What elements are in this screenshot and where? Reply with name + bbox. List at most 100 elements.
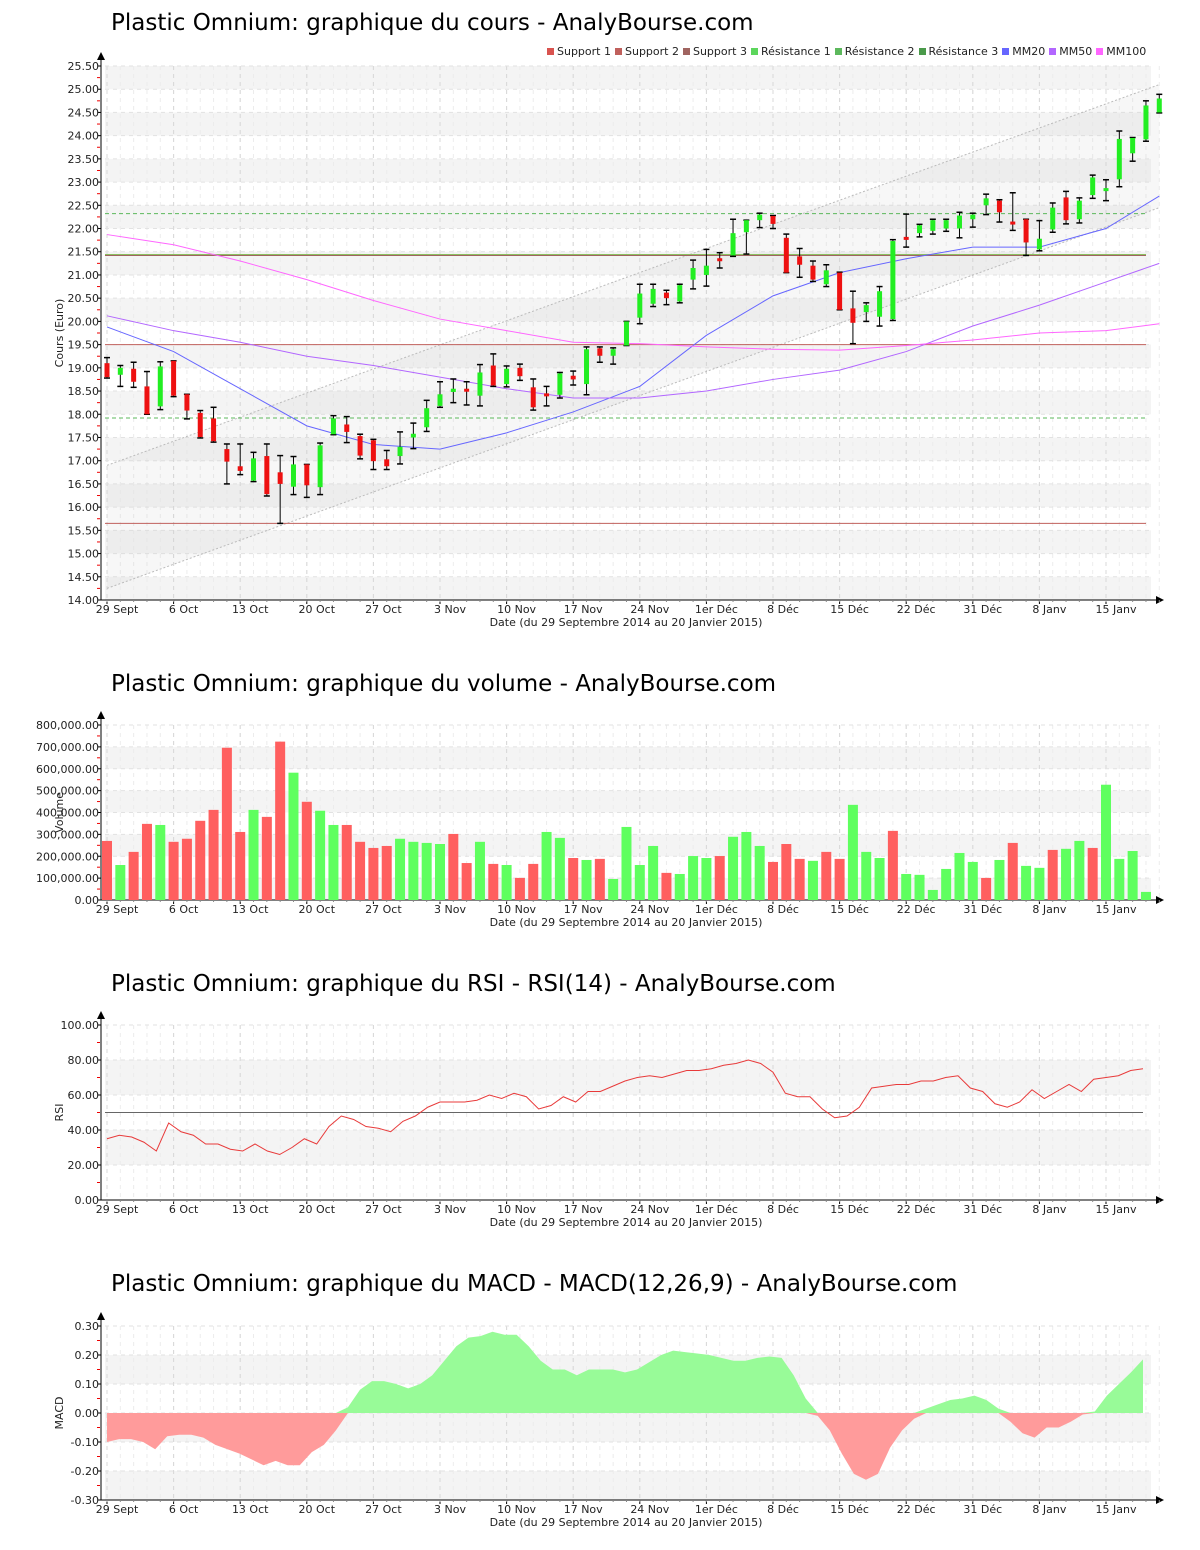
x-tick-label: 27 Oct bbox=[365, 903, 402, 916]
y-axis-title: RSI bbox=[53, 1104, 66, 1122]
legend-item: MM50 bbox=[1049, 45, 1092, 58]
x-tick-label: 8 Déc bbox=[767, 1503, 799, 1516]
volume-bar bbox=[461, 863, 472, 900]
y-tick-label: 24.50 bbox=[68, 106, 100, 119]
x-axis-title: Date (du 29 Septembre 2014 au 20 Janvier… bbox=[490, 1216, 763, 1229]
candle bbox=[143, 370, 150, 416]
candle bbox=[703, 248, 710, 287]
candle bbox=[916, 223, 923, 238]
x-tick-label: 22 Déc bbox=[897, 903, 936, 916]
x-tick-label: 29 Sept bbox=[96, 903, 139, 916]
x-tick-label: 6 Oct bbox=[169, 903, 199, 916]
legend-item: Résistance 3 bbox=[918, 45, 999, 58]
candle bbox=[516, 363, 523, 382]
candle bbox=[423, 399, 430, 433]
volume-bar bbox=[874, 858, 885, 900]
candle bbox=[303, 463, 310, 499]
x-tick-label: 3 Nov bbox=[434, 903, 466, 916]
volume-bar bbox=[754, 845, 765, 900]
x-tick-label: 27 Oct bbox=[365, 603, 402, 616]
y-tick-label: 800,000.00 bbox=[36, 719, 99, 732]
candle bbox=[117, 364, 124, 388]
volume-bar bbox=[714, 856, 725, 900]
volume-bar bbox=[288, 772, 299, 900]
volume-bar bbox=[1034, 867, 1045, 900]
legend-label: MM50 bbox=[1059, 45, 1093, 58]
candle bbox=[157, 361, 164, 411]
volume-bar bbox=[941, 868, 952, 900]
volume-bar bbox=[261, 816, 272, 900]
candle bbox=[397, 431, 404, 465]
volume-bar bbox=[594, 858, 605, 900]
legend-swatch-icon bbox=[918, 48, 926, 55]
volume-bar bbox=[395, 838, 406, 900]
legend-swatch-icon bbox=[834, 48, 842, 55]
candle bbox=[836, 271, 843, 311]
legend-swatch-icon bbox=[682, 48, 690, 55]
candle bbox=[690, 259, 697, 290]
y-tick-label: 0.00 bbox=[75, 1194, 100, 1207]
candle bbox=[943, 218, 950, 233]
volume-bar bbox=[1101, 784, 1111, 900]
volume-bar bbox=[248, 809, 259, 900]
volume-bar bbox=[315, 810, 326, 900]
candle bbox=[1063, 190, 1070, 225]
x-tick-label: 31 Déc bbox=[963, 1203, 1002, 1216]
volume-bar bbox=[195, 820, 206, 900]
y-tick-label: 100,000.00 bbox=[36, 872, 99, 885]
volume-bar bbox=[834, 858, 845, 900]
volume-bar bbox=[221, 747, 232, 900]
volume-bar bbox=[102, 840, 112, 900]
legend-swatch-icon bbox=[547, 48, 554, 55]
volume-bar bbox=[448, 833, 459, 900]
x-tick-label: 29 Sept bbox=[96, 1203, 139, 1216]
legend-label: Résistance 2 bbox=[844, 45, 915, 58]
candle bbox=[370, 438, 377, 471]
y-tick-label: 19.50 bbox=[68, 339, 100, 352]
x-tick-label: 20 Oct bbox=[299, 1203, 336, 1216]
y-tick-label: 0.00 bbox=[75, 894, 100, 907]
y-tick-label: 500,000.00 bbox=[36, 785, 99, 798]
x-tick-label: 24 Nov bbox=[630, 1203, 669, 1216]
y-tick-label: 18.00 bbox=[68, 408, 100, 421]
x-tick-label: 3 Nov bbox=[434, 1203, 466, 1216]
y-tick-label: 19.00 bbox=[68, 362, 100, 375]
y-tick-label: 80.00 bbox=[68, 1054, 100, 1067]
y-tick-label: 600,000.00 bbox=[36, 763, 99, 776]
y-tick-label: 17.50 bbox=[68, 431, 100, 444]
candle bbox=[1156, 93, 1163, 114]
legend-label: MM100 bbox=[1106, 45, 1147, 58]
volume-bar bbox=[781, 844, 792, 900]
volume-bar bbox=[208, 809, 219, 900]
volume-bar bbox=[914, 874, 925, 900]
candle bbox=[450, 378, 457, 404]
candle bbox=[743, 219, 750, 255]
candle bbox=[783, 233, 790, 274]
legend-swatch-icon bbox=[1049, 48, 1057, 55]
x-tick-label: 13 Oct bbox=[232, 903, 269, 916]
volume-bar bbox=[674, 873, 685, 900]
candle bbox=[889, 238, 896, 322]
rsi-chart-title: Plastic Omnium: graphique du RSI - RSI(1… bbox=[111, 971, 836, 997]
y-tick-label: 24.00 bbox=[68, 130, 100, 143]
legend-label: MM20 bbox=[1012, 45, 1046, 58]
candle bbox=[197, 409, 204, 439]
x-tick-label: 29 Sept bbox=[96, 603, 139, 616]
candle bbox=[357, 433, 364, 460]
x-tick-label: 8 Janv bbox=[1032, 1503, 1066, 1516]
candle bbox=[610, 347, 617, 365]
volume-bar bbox=[115, 865, 126, 900]
candle bbox=[796, 247, 803, 279]
volume-bar bbox=[728, 836, 739, 900]
x-tick-label: 22 Déc bbox=[897, 1503, 936, 1516]
volume-bar bbox=[1007, 842, 1018, 900]
x-tick-label: 8 Janv bbox=[1032, 603, 1066, 616]
volume-bar bbox=[621, 826, 632, 900]
candle bbox=[650, 283, 657, 308]
x-tick-label: 17 Nov bbox=[564, 603, 603, 616]
legend-swatch-icon bbox=[1096, 48, 1104, 55]
volume-bar bbox=[1021, 865, 1032, 900]
x-tick-label: 8 Déc bbox=[767, 603, 799, 616]
volume-bar bbox=[501, 865, 512, 900]
legend-label: Résistance 3 bbox=[928, 45, 999, 58]
